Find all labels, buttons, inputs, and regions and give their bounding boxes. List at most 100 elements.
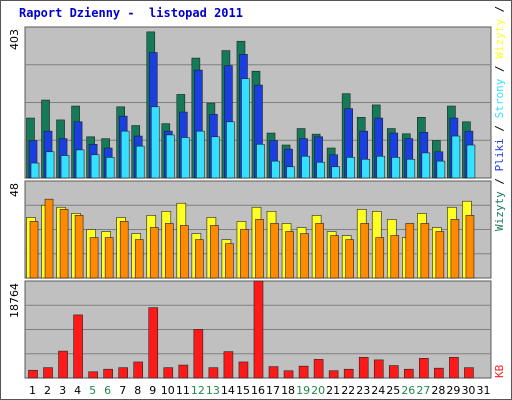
legend-part-6: Wizyty xyxy=(493,19,506,59)
x-tick-label-15: 15 xyxy=(236,384,250,397)
bar-kb-19 xyxy=(298,365,309,379)
x-tick-label-28: 28 xyxy=(431,384,445,397)
x-tick-label-11: 11 xyxy=(176,384,190,397)
chart-panels xyxy=(24,26,492,379)
bar-strony-22 xyxy=(346,157,355,179)
x-tick-label-24: 24 xyxy=(371,384,385,397)
bar-kb-18 xyxy=(283,370,294,379)
x-tick-label-8: 8 xyxy=(134,384,141,397)
y-max-label-bottom: 18764 xyxy=(8,283,21,318)
bar-strony-19 xyxy=(301,155,310,179)
bar-kb-26 xyxy=(404,368,414,379)
x-tick-label-7: 7 xyxy=(119,384,126,397)
bar-strony-21 xyxy=(331,166,340,179)
x-tick-label-22: 22 xyxy=(341,384,355,397)
legend-part-4: Strony xyxy=(493,78,506,119)
bar-strony-15 xyxy=(241,78,250,179)
legend-part-2: Pliki xyxy=(493,138,506,172)
bar-lokalizacje-30 xyxy=(465,215,475,279)
bar-kb-7 xyxy=(118,367,128,379)
bar-lokalizacje-26 xyxy=(405,223,415,279)
bar-lokalizacje-14 xyxy=(225,243,234,279)
bar-kb-15 xyxy=(238,361,249,379)
x-tick-label-18: 18 xyxy=(281,384,295,397)
x-tick-label-9: 9 xyxy=(149,384,156,397)
bar-strony-9 xyxy=(150,106,160,179)
bar-kb-2 xyxy=(43,367,53,379)
x-tick-label-6: 6 xyxy=(104,384,111,397)
bar-strony-4 xyxy=(75,149,85,179)
bar-strony-1 xyxy=(30,162,40,179)
bar-kb-24 xyxy=(373,359,384,379)
bar-kb-25 xyxy=(388,365,399,379)
bar-strony-24 xyxy=(376,155,386,179)
bar-kb-14 xyxy=(223,351,234,379)
bar-strony-26 xyxy=(406,158,416,179)
bar-strony-10 xyxy=(165,134,175,179)
x-tick-label-5: 5 xyxy=(89,384,96,397)
x-tick-label-4: 4 xyxy=(74,384,81,397)
bar-lokalizacje-16 xyxy=(255,219,264,279)
bar-lokalizacje-9 xyxy=(149,227,159,279)
bar-lokalizacje-11 xyxy=(180,225,189,279)
y-max-labels: 403 48 18764 xyxy=(8,29,21,318)
bar-strony-30 xyxy=(466,144,476,179)
legend-kb-vertical: KB xyxy=(493,364,506,378)
x-tick-label-16: 16 xyxy=(251,384,265,397)
x-axis-day-labels: 1 2 3 4 5 6 7 8 9 10 11 12 13 14 15 16 17 18 19 20 21 22 23 24 2… xyxy=(29,384,490,397)
chart-title: Raport Dzienny - listopad 2011 xyxy=(19,6,243,20)
bar-kb-16 xyxy=(253,280,264,379)
legend-top-vertical: Wizyty / Pliki / Strony / Wizyty / Lokal… xyxy=(493,0,506,231)
bar-lokalizacje-21 xyxy=(330,235,339,279)
bar-strony-14 xyxy=(226,121,235,179)
bar-kb-30 xyxy=(464,367,474,379)
bar-lokalizacje-1 xyxy=(29,221,39,279)
bar-lokalizacje-7 xyxy=(119,221,129,279)
x-tick-label-14: 14 xyxy=(221,384,235,397)
bar-strony-27 xyxy=(421,152,431,179)
x-tick-label-1: 1 xyxy=(29,384,36,397)
bar-kb-5 xyxy=(88,371,98,379)
bar-lokalizacje-29 xyxy=(450,219,460,279)
bar-lokalizacje-3 xyxy=(59,208,69,279)
bar-lokalizacje-5 xyxy=(89,237,99,279)
y-max-label-top: 403 xyxy=(8,29,21,50)
bar-lokalizacje-2 xyxy=(44,198,54,279)
legend-part-3: / xyxy=(493,118,506,139)
bar-lokalizacje-4 xyxy=(74,215,84,279)
bar-strony-29 xyxy=(451,135,461,179)
bar-lokalizacje-18 xyxy=(285,231,294,279)
bar-kb-22 xyxy=(343,368,354,379)
x-tick-label-25: 25 xyxy=(386,384,400,397)
bar-strony-25 xyxy=(391,157,401,179)
bar-kb-23 xyxy=(358,357,369,379)
bar-lokalizacje-12 xyxy=(195,239,204,279)
bar-kb-3 xyxy=(58,350,68,379)
bar-lokalizacje-28 xyxy=(435,231,445,279)
bar-strony-7 xyxy=(120,130,130,179)
legend-part-0: Wizyty xyxy=(493,191,506,231)
bar-strony-20 xyxy=(316,161,325,179)
bar-strony-28 xyxy=(436,160,446,179)
bar-lokalizacje-17 xyxy=(270,223,279,279)
x-tick-label-26: 26 xyxy=(401,384,415,397)
bar-kb-8 xyxy=(133,361,144,379)
bar-lokalizacje-25 xyxy=(390,235,400,279)
bar-kb-11 xyxy=(178,364,189,379)
x-tick-label-3: 3 xyxy=(59,384,66,397)
bar-strony-12 xyxy=(196,130,205,179)
bar-kb-9 xyxy=(148,307,159,379)
bar-strony-13 xyxy=(211,136,220,179)
bar-strony-3 xyxy=(60,155,70,179)
x-tick-label-27: 27 xyxy=(416,384,430,397)
bar-lokalizacje-23 xyxy=(360,223,370,279)
bar-lokalizacje-24 xyxy=(375,237,385,279)
y-max-label-middle: 48 xyxy=(8,183,21,197)
bar-kb-20 xyxy=(313,359,324,379)
legend-part-7: / xyxy=(493,0,506,19)
panel-middle xyxy=(24,180,492,279)
bar-lokalizacje-10 xyxy=(164,223,174,279)
bar-strony-8 xyxy=(135,145,145,179)
